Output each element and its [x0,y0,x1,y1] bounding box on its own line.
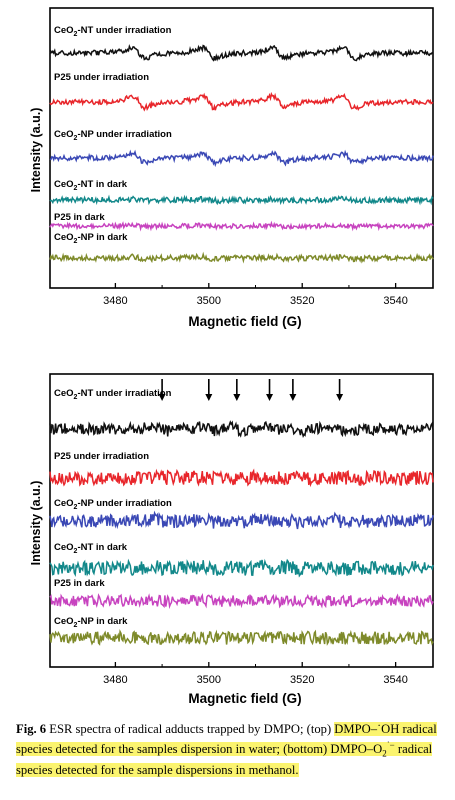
y-axis-label: Intensity (a.u.) [29,108,43,193]
esr-chart-top: CeO2-NT under irradiation P25 under irrad… [29,7,434,329]
series-line-6 [49,251,434,264]
series-label-5: P25 in dark [54,578,105,589]
series-line-5 [49,220,434,232]
caption-sup: ˙− [386,740,395,750]
series-label-4: CeO2-NT in dark [54,542,128,555]
peak-arrowhead-6 [336,394,344,401]
esr-chart-bottom: CeO2-NT under irradiation P25 under irrad… [29,373,434,706]
series-line-1 [49,43,434,62]
series-label-3: CeO2-NP under irradiation [54,498,172,511]
x-tick-label-1: 3480 [103,674,127,686]
series-label-1: CeO2-NT under irradiation [54,25,172,38]
series-label-5: P25 in dark [54,212,105,223]
peak-arrowhead-3 [233,394,241,401]
series-line-4 [49,194,434,206]
x-tick-label-4: 3540 [383,295,407,307]
series-label-1: CeO2-NT under irradiation [54,388,172,401]
caption-text-plain: ESR spectra of radical adducts trapped b… [49,722,332,736]
peak-arrowhead-1 [158,394,166,401]
x-axis-label: Magnetic field (G) [188,314,301,329]
series-line-1 [49,420,434,438]
caption-fig-label: Fig. 6 [16,722,47,736]
peak-arrowhead-5 [289,394,297,401]
x-tick-label-3: 3520 [290,674,314,686]
series-line-5 [49,593,434,610]
series-label-6: CeO2-NP in dark [54,232,128,245]
series-line-2 [49,468,434,488]
y-axis-label: Intensity (a.u.) [29,481,43,566]
series-line-3 [49,510,434,530]
x-axis-label: Magnetic field (G) [188,691,301,706]
series-label-2: P25 under irradiation [54,451,149,462]
plot-frame [49,373,434,668]
x-tick-label-2: 3500 [197,295,221,307]
x-tick-label-1: 3480 [103,295,127,307]
series-line-6 [49,629,434,646]
series-label-3: CeO2-NP under irradiation [54,129,172,142]
series-line-3 [49,149,434,168]
x-tick-label-4: 3540 [383,674,407,686]
caption-sub: 2 [382,748,387,759]
series-line-2 [49,91,434,112]
figure-caption: Fig. 6 ESR spectra of radical adducts tr… [16,721,446,778]
x-tick-label-3: 3520 [290,295,314,307]
series-label-4: CeO2-NT in dark [54,179,128,192]
x-tick-label-2: 3500 [197,674,221,686]
series-label-2: P25 under irradiation [54,72,149,83]
series-line-4 [49,558,434,578]
peak-arrowhead-4 [266,394,274,401]
series-label-6: CeO2-NP in dark [54,616,128,629]
peak-arrowhead-2 [205,394,213,401]
plot-frame [49,7,434,289]
